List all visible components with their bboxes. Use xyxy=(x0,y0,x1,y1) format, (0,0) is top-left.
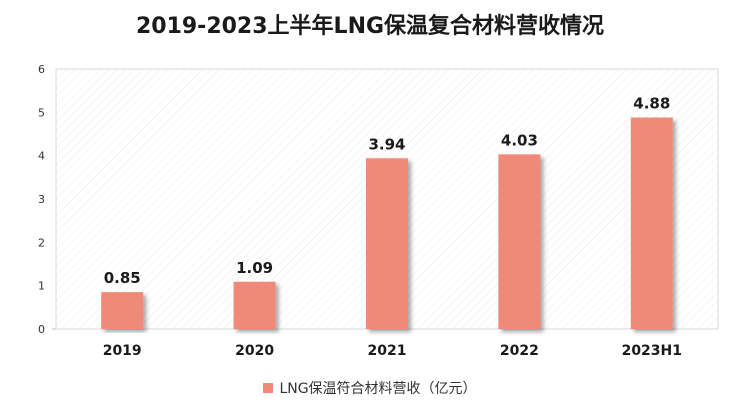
x-tick-label-2021: 2021 xyxy=(368,343,407,359)
x-tick-label-2022: 2022 xyxy=(500,343,539,359)
legend-label: LNG保温符合材料营收（亿元） xyxy=(279,381,477,397)
x-tick-label-2023H1: 2023H1 xyxy=(622,343,682,359)
bar-2023H1 xyxy=(630,117,673,330)
legend-swatch xyxy=(263,383,274,393)
y-tick-label: 0 xyxy=(38,323,45,336)
data-label-2019: 0.85 xyxy=(104,269,141,287)
y-tick-label: 2 xyxy=(38,236,45,249)
y-tick-label: 3 xyxy=(38,193,45,206)
bar-2021 xyxy=(366,158,408,329)
bar-2020 xyxy=(233,281,276,329)
bar-2019 xyxy=(101,292,144,329)
chart-title: 2019-2023上半年LNG保温复合材料营收情况 xyxy=(135,14,605,39)
y-tick-label: 6 xyxy=(38,63,45,76)
y-tick-label: 4 xyxy=(38,150,45,163)
legend: LNG保温符合材料营收（亿元） xyxy=(0,378,740,398)
x-tick-label-2019: 2019 xyxy=(103,343,142,359)
data-label-2023H1: 4.88 xyxy=(633,95,670,113)
bar-2022 xyxy=(498,154,541,329)
y-tick-label: 1 xyxy=(38,280,45,293)
data-label-2021: 3.94 xyxy=(368,135,405,153)
x-tick-label-2020: 2020 xyxy=(235,343,274,359)
data-label-2020: 1.09 xyxy=(236,259,273,277)
y-tick-label: 5 xyxy=(38,106,45,119)
data-label-2022: 4.03 xyxy=(501,131,538,149)
